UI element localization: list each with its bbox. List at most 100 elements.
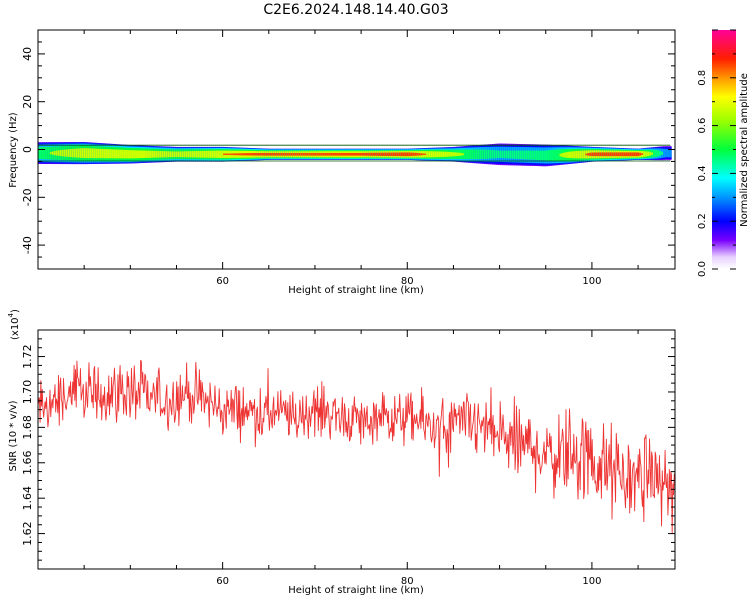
heatmap-cell (655, 150, 658, 157)
heatmap-cell (147, 150, 151, 158)
snr-panel: 60 80 100 1.62 1.64 1.66 1.68 1.70 1.72 Height … (7, 309, 676, 596)
heatmap-cell (605, 152, 608, 157)
heatmap-cell (473, 149, 477, 160)
heatmap-cell (163, 151, 166, 158)
heatmap-cell (372, 152, 376, 156)
heatmap-cell (187, 151, 190, 158)
heatmap-cell (141, 150, 145, 159)
heatmap-cell (404, 152, 407, 157)
heatmap-cell (382, 152, 385, 156)
heatmap-cell (613, 152, 616, 157)
heatmap-cell (237, 153, 240, 156)
heatmap-cell (43, 146, 47, 160)
snr-multiplier-exponent: 4 (7, 312, 15, 317)
heatmap-cell (360, 152, 364, 156)
heatmap-cell (553, 149, 557, 161)
snr-x-ticks: 60 80 100 (37, 330, 639, 587)
heatmap-cell (585, 153, 589, 156)
heatmap-cell (137, 150, 141, 159)
x-tick-label: 80 (401, 276, 414, 287)
heatmap-cell (665, 148, 668, 158)
heatmap-cell (651, 152, 654, 155)
heatmap-cell (260, 152, 264, 156)
heatmap-cell (274, 152, 278, 156)
spectrogram-x-ticks: 60 80 100 (37, 30, 639, 287)
heatmap-cell (489, 149, 493, 159)
heatmap-cell (446, 151, 449, 157)
heatmap-cell (111, 149, 115, 159)
heatmap-cell (39, 147, 43, 159)
snr-frame (37, 329, 676, 570)
heatmap-cell (199, 150, 202, 158)
heatmap-cell (157, 150, 161, 158)
heatmap-cell (426, 151, 429, 158)
heatmap-cell (59, 150, 63, 157)
heatmap-cell (537, 150, 541, 161)
heatmap-cell (131, 150, 135, 159)
heatmap-cell (209, 150, 212, 158)
heatmap-cell (165, 151, 168, 158)
heatmap-cell (302, 152, 306, 156)
heatmap-cell (595, 152, 598, 157)
heatmap-cell (358, 152, 362, 156)
heatmap-cell (603, 152, 606, 157)
heatmap-cell (61, 149, 65, 157)
heatmap-cell (627, 152, 630, 157)
heatmap-cell (191, 151, 194, 158)
heatmap-cell (374, 152, 378, 156)
heatmap-cell (513, 150, 517, 159)
heatmap-cell (171, 151, 174, 158)
heatmap-cell (167, 151, 170, 158)
heatmap-cell (227, 153, 230, 155)
heatmap-cell (641, 153, 644, 155)
heatmap-cell (527, 150, 531, 160)
heatmap-cell (406, 152, 409, 157)
heatmap-cell (99, 148, 103, 159)
snr-series-line (38, 360, 675, 534)
heatmap-cell (254, 153, 258, 156)
heatmap-cell (503, 150, 507, 159)
x-tick-label: 100 (582, 276, 601, 287)
heatmap-cell (384, 152, 387, 156)
heatmap-cell (318, 152, 322, 156)
heatmap-cell (501, 150, 505, 159)
colorbar-tick-label: 0.2 (697, 213, 708, 229)
heatmap-cell (442, 151, 445, 157)
heatmap-cell (491, 150, 495, 159)
heatmap-cell (324, 152, 328, 156)
heatmap-cell (414, 152, 417, 156)
heatmap-cell (497, 150, 501, 158)
heatmap-cell (340, 152, 344, 156)
heatmap-cell (185, 151, 188, 158)
heatmap-cell (93, 148, 97, 159)
heatmap-cell (354, 152, 358, 156)
heatmap-cell (308, 152, 312, 156)
heatmap-cell (529, 150, 533, 160)
y-tick-label: 1.66 (21, 451, 34, 476)
heatmap-cell (454, 152, 457, 157)
heatmap-cell (467, 149, 471, 160)
heatmap-cell (408, 152, 411, 157)
heatmap-cell (396, 152, 399, 157)
heatmap-cell (117, 149, 121, 159)
heatmap-cell (519, 150, 523, 160)
heatmap-cell (352, 152, 356, 156)
heatmap-cell (633, 152, 636, 157)
heatmap-cell (555, 149, 559, 161)
heatmap-cell (266, 152, 270, 156)
heatmap-cell (667, 148, 670, 158)
heatmap-cell (334, 152, 338, 156)
heatmap-cell (424, 153, 427, 155)
heatmap-cell (235, 153, 238, 156)
heatmap-cell (53, 150, 57, 156)
heatmap-cell (346, 152, 350, 156)
heatmap-cell (444, 151, 447, 157)
heatmap-cell (175, 151, 178, 158)
y-tick-label: -20 (21, 188, 34, 206)
heatmap-cell (410, 152, 413, 156)
heatmap-cell (89, 148, 93, 159)
heatmap-cell (55, 150, 59, 156)
heatmap-cell (611, 152, 614, 157)
heatmap-cell (366, 152, 370, 156)
colorbar-tick-label: 0.0 (697, 261, 708, 277)
